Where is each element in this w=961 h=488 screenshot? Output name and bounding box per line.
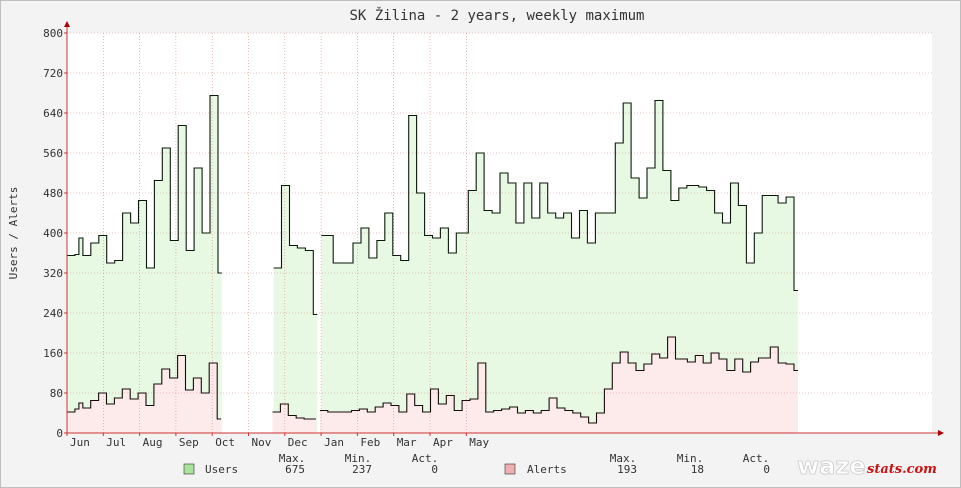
series-line-users [67,94,222,274]
legend-header-max: Max. [279,452,306,465]
y-tick-label: 0 [56,427,63,440]
legend-label-alerts: Alerts [527,463,567,476]
alerts-min: 18 [691,463,704,476]
legend-swatch-alerts [504,463,516,475]
x-tick-label: May [469,436,489,449]
axes [64,21,944,436]
users-act: 0 [431,463,438,476]
x-tick-label: Apr [433,436,453,449]
y-tick-label: 720 [43,67,63,80]
wazestats-logo: waze stats.com [797,452,937,481]
x-tick-label: Aug [143,436,163,449]
y-tick-label: 160 [43,347,63,360]
y-tick-label: 640 [43,107,63,120]
users-min: 237 [352,463,372,476]
area-alerts [319,337,798,433]
series-line-alerts [67,354,222,420]
y-tick-label: 80 [50,387,63,400]
series-line-users [321,99,798,292]
legend-header-act-2: Act. [743,452,770,465]
y-axis-label: Users / Alerts [7,187,20,280]
legend-label-users: Users [205,463,238,476]
y-tick-label: 400 [43,227,63,240]
x-tick-label: Oct [215,436,235,449]
y-tick-label: 240 [43,307,63,320]
series-line-users [273,184,318,316]
area-users [67,95,222,433]
legend-header-min: Min. [345,452,372,465]
x-axis-arrow [938,430,944,436]
x-tick-labels: Jun Jul Aug Sep Oct Nov Dec Jan Feb Mar Apr May [70,436,490,449]
legend-header-act: Act. [412,452,439,465]
series-line-alerts [319,336,798,424]
x-tick-label: Dec [288,436,308,449]
alerts-act: 0 [763,463,770,476]
x-tick-label: Nov [252,436,272,449]
y-tick-label: 480 [43,187,63,200]
y-tick-label: 320 [43,267,63,280]
gridlines [67,32,932,433]
x-tick-label: Jan [324,436,344,449]
x-tick-label: Mar [397,436,417,449]
logo-stats-text: stats.com [867,462,937,477]
y-tick-labels: 0 80 160 240 320 400 480 560 640 720 800 [43,27,63,440]
alerts-max: 193 [617,463,637,476]
x-tick-label: Jun [70,436,90,449]
y-tick-label: 560 [43,147,63,160]
users-max: 675 [285,463,305,476]
legend-header-max-2: Max. [610,452,637,465]
legend: Max. Min. Act. Max. Min. Act. Users 675 … [183,452,770,476]
legend-swatch-users [183,463,195,475]
x-tick-label: Feb [360,436,380,449]
area-alerts [272,404,316,433]
chart-title: SK Žilina - 2 years, weekly maximum [349,6,644,24]
x-tick-label: Sep [179,436,199,449]
series-line-alerts [272,403,316,420]
y-axis-arrow [64,21,70,27]
area-alerts [67,355,222,433]
legend-header-min-2: Min. [677,452,704,465]
y-tick-label: 800 [43,27,63,40]
series-lines [67,94,798,424]
logo-waze-text: waze [797,452,866,480]
x-tick-label: Jul [106,436,126,449]
area-users [273,185,318,433]
area-users [321,100,798,433]
area-fills [67,95,798,433]
